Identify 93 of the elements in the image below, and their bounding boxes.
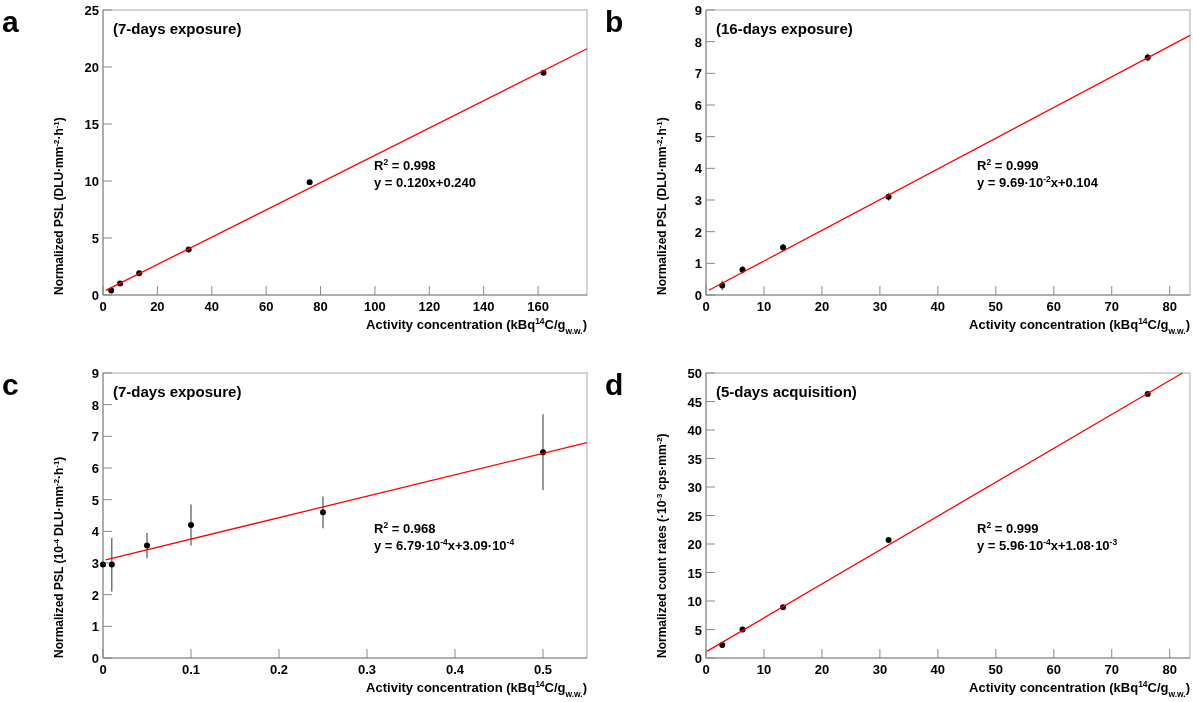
- y-tick-label: 3: [91, 556, 99, 571]
- text: a: [2, 5, 19, 38]
- x-tick-label: 80: [313, 299, 328, 314]
- annotation: y = 5.96·10$^{-4}$x+1.08·10$^{-3}$: [977, 536, 1118, 553]
- x-tick-label: 40: [930, 662, 946, 677]
- annotation: y = 9.69·10$^{-2}$x+0.104: [977, 173, 1099, 190]
- annotation: R$^{2}$ = 0.968: [374, 519, 436, 536]
- x-axis-title: Activity concentration (kBq$^{14}$C/g$_{w.w.}$): [969, 679, 1190, 699]
- x-tick-label: 140: [472, 299, 495, 314]
- y-tick-label: 8: [694, 34, 702, 50]
- point: [188, 522, 194, 528]
- y-tick-label: 7: [694, 66, 702, 82]
- annotation: R$^{2}$ = 0.998: [374, 156, 436, 173]
- point: [108, 561, 115, 568]
- x-tick-label: 20: [150, 299, 165, 314]
- y-tick-label: 3: [694, 193, 702, 208]
- y-tick-label: 0: [694, 288, 702, 303]
- text: d: [605, 368, 624, 401]
- y-tick-label: 5: [91, 231, 99, 246]
- y-tick-label: 9: [91, 366, 99, 381]
- point: [306, 179, 313, 186]
- point: [320, 509, 326, 516]
- annotation: y = 0.120x+0.240: [374, 174, 476, 190]
- y-tick-label: 30: [687, 480, 702, 495]
- x-tick-label: 50: [988, 662, 1004, 677]
- text: (16-days exposure): [716, 20, 853, 37]
- annotation: R$^{2}$ = 0.999: [977, 156, 1039, 173]
- y-tick-label: 10: [84, 174, 99, 189]
- x-tick-label: 120: [418, 299, 441, 314]
- x-tick-label: 0.5: [533, 662, 553, 677]
- y-tick-label: 6: [694, 98, 702, 113]
- y-tick-label: 5: [91, 492, 99, 508]
- x-tick-label: 0.2: [269, 662, 289, 677]
- x-tick-label: 50: [988, 299, 1004, 314]
- x-tick-label: 160: [527, 299, 549, 314]
- y-tick-label: 20: [84, 60, 99, 75]
- y-tick-label: 6: [91, 461, 99, 476]
- x-tick-label: 60: [1046, 299, 1062, 314]
- text: (7-days exposure): [113, 383, 242, 400]
- y-tick-label: 15: [84, 117, 99, 132]
- y-tick-label: 50: [687, 366, 702, 381]
- x-axis-title: Activity concentration (kBq$^{14}$C/g$_{w.w.}$): [366, 316, 587, 336]
- text: (7-days exposure): [113, 20, 242, 37]
- x-tick-label: 40: [930, 299, 946, 314]
- annotation: y = 6.79·10$^{-4}$x+3.09·10$^{-4}$: [374, 536, 515, 553]
- x-tick-label: 60: [258, 299, 274, 314]
- y-tick-label: 8: [91, 397, 99, 413]
- y-tick-label: 4: [694, 161, 703, 177]
- y-tick-label: 5: [694, 129, 702, 145]
- y-tick-label: 7: [91, 429, 99, 445]
- x-tick-label: 100: [364, 299, 386, 314]
- x-tick-label: 0.4: [445, 662, 465, 677]
- annotation: R$^{2}$ = 0.999: [977, 519, 1039, 536]
- x-axis-title: Activity concentration (kBq$^{14}$C/g$_{w.w.}$): [366, 679, 587, 699]
- text: (5-days acquisition): [716, 383, 857, 400]
- y-tick-label: 40: [687, 423, 702, 438]
- x-tick-label: 0.1: [181, 662, 201, 677]
- y-tick-label: 25: [687, 508, 702, 524]
- x-tick-label: 30: [872, 662, 888, 677]
- y-tick-label: 0: [694, 651, 702, 666]
- y-tick-label: 1: [694, 256, 702, 272]
- y-tick-label: 20: [687, 537, 702, 552]
- y-tick-label: 2: [694, 224, 702, 240]
- y-tick-label: 10: [687, 594, 702, 609]
- y-tick-label: 4: [91, 524, 100, 540]
- point: [100, 561, 106, 568]
- point: [144, 542, 150, 549]
- y-tick-label: 0: [91, 651, 99, 666]
- y-tick-label: 5: [694, 622, 702, 638]
- x-tick-label: 0.3: [357, 662, 377, 677]
- text: c: [2, 368, 19, 401]
- x-tick-label: 70: [1104, 299, 1119, 314]
- y-tick-label: 25: [84, 3, 99, 18]
- x-tick-label: 10: [756, 662, 772, 677]
- y-tick-label: 2: [91, 587, 99, 603]
- x-tick-label: 60: [1046, 662, 1062, 677]
- x-tick-label: 20: [814, 662, 830, 677]
- y-tick-label: 1: [91, 619, 99, 635]
- y-tick-label: 35: [687, 451, 702, 467]
- y-tick-label: 9: [694, 3, 702, 18]
- x-tick-label: 10: [756, 299, 772, 314]
- x-tick-label: 30: [872, 299, 888, 314]
- x-tick-label: 70: [1104, 662, 1119, 677]
- x-tick-label: 20: [814, 299, 830, 314]
- x-tick-label: 40: [204, 299, 219, 314]
- text: b: [605, 5, 624, 38]
- point: [885, 537, 892, 544]
- y-tick-label: 15: [687, 565, 702, 581]
- y-tick-label: 45: [687, 394, 702, 410]
- y-tick-label: 0: [91, 288, 99, 303]
- x-tick-label: 80: [1162, 662, 1177, 677]
- x-axis-title: Activity concentration (kBq$^{14}$C/g$_{w.w.}$): [969, 316, 1190, 336]
- x-tick-label: 80: [1162, 299, 1177, 314]
